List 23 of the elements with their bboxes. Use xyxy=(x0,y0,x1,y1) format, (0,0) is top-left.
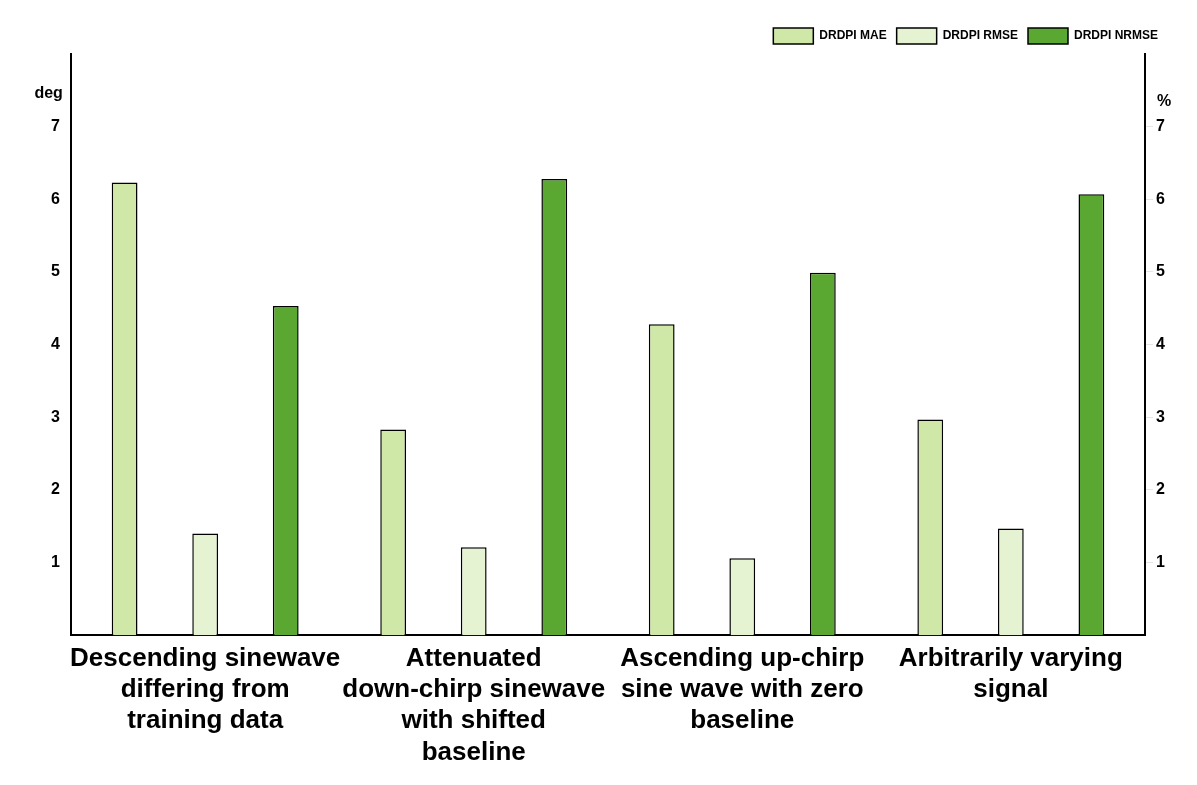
y-tick-label: 6 xyxy=(50,189,60,207)
x-tick-label: Arbitrarily varying signal xyxy=(898,641,1123,704)
y2-tick-label: 4 xyxy=(1156,335,1166,353)
y-tick-label: 4 xyxy=(50,335,60,353)
y-tick-label: 1 xyxy=(50,552,60,570)
y-tick-label: 3 xyxy=(50,407,60,425)
x-tick-label: Attenuated down-chirp sinewave with shifted baseline xyxy=(342,641,606,766)
x-tick-label: Descending sinewave differing from training data xyxy=(70,641,341,735)
y2-tick-label: 2 xyxy=(1156,480,1166,498)
y2-tick-label: 3 xyxy=(1156,407,1166,425)
legend-label: DRDPI MAE xyxy=(819,28,887,43)
y-tick-label: 7 xyxy=(50,117,60,135)
legend-label: DRDPI RMSE xyxy=(942,28,1018,43)
y-tick-label: 2 xyxy=(50,480,60,498)
y2-tick-label: 7 xyxy=(1156,117,1166,135)
y-tick-label: 5 xyxy=(50,262,60,280)
y2-tick-label: 1 xyxy=(1156,552,1166,570)
y2-tick-label: 6 xyxy=(1156,189,1166,207)
y2-axis-title: % xyxy=(1157,92,1172,110)
y2-tick-label: 5 xyxy=(1156,262,1166,280)
y-axis-title: deg xyxy=(34,84,63,102)
x-tick-label: Ascending up-chirp sine wave with zero baseline xyxy=(620,641,865,735)
legend-label: DRDPI NRMSE xyxy=(1073,28,1159,43)
